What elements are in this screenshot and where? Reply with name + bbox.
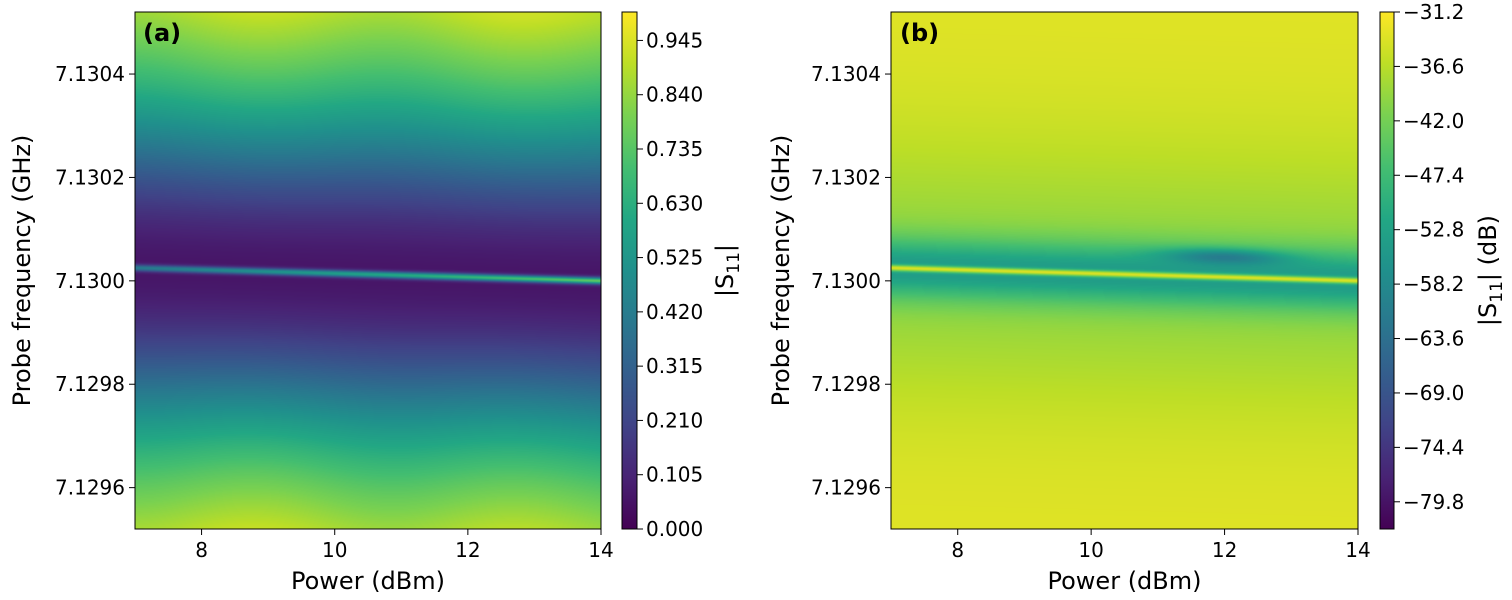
colorbar-tick-label-a-4: 0.420	[646, 300, 703, 324]
colorbar-b	[1379, 11, 1395, 530]
colorbar-tick-label-a-9: 0.945	[646, 28, 703, 52]
colorbar-tick-label-a-1: 0.105	[646, 463, 703, 487]
y-axis-label-b: Probe frequency (GHz)	[767, 135, 795, 407]
colorbar-label-main-a: |S	[711, 274, 739, 297]
y-tick-label-a-1: 7.1298	[55, 372, 125, 396]
x-tick-label-b-2: 12	[1212, 538, 1237, 562]
colorbar-tick-label-a-7: 0.735	[646, 137, 703, 161]
colorbar-tick-label-b-6: −63.6	[1403, 327, 1464, 351]
y-tick-label-b-2: 7.1300	[811, 269, 881, 293]
x-tick-label-b-1: 10	[1078, 538, 1103, 562]
colorbar-tick-label-a-2: 0.210	[646, 408, 703, 432]
x-axis-label-b: Power (dBm)	[1048, 567, 1202, 595]
heatmap-a	[135, 12, 601, 529]
colorbar-tick-label-a-3: 0.315	[646, 354, 703, 378]
colorbar-tick-label-a-0: 0.000	[646, 517, 703, 541]
colorbar-tick-label-b-0: −31.2	[1403, 0, 1464, 24]
x-tick-label-a-2: 12	[455, 538, 480, 562]
panel-a: 8 10 12 14 7.1296 7.1298 7.1300 7.1302 7.1304 Pow…	[8, 11, 744, 595]
x-tick-label-a-0: 8	[195, 538, 208, 562]
x-tick-label-b-3: 14	[1345, 538, 1370, 562]
x-axis-label-a: Power (dBm)	[291, 567, 445, 595]
colorbar-label-a: |S11|	[711, 244, 744, 297]
colorbar-label-sub-b: 11	[1487, 281, 1507, 303]
plot-frame-a	[134, 11, 602, 530]
x-tick-label-b-0: 8	[951, 538, 964, 562]
plot-frame-b	[890, 11, 1359, 530]
colorbar-label-tail-a: |	[711, 244, 739, 252]
colorbar-tick-label-a-5: 0.525	[646, 246, 703, 270]
panel-b: 8 10 12 14 7.1296 7.1298 7.1300 7.1302 7.1304 Pow…	[767, 0, 1507, 595]
x-tick-label-a-3: 14	[588, 538, 613, 562]
y-tick-label-a-3: 7.1302	[55, 165, 125, 189]
colorbar-tick-label-b-3: −47.4	[1403, 163, 1464, 187]
colorbar-label-tail-b: | (dB)	[1474, 215, 1502, 281]
y-tick-label-b-3: 7.1302	[811, 165, 881, 189]
colorbar-tick-label-b-4: −52.8	[1403, 218, 1464, 242]
colorbar-tick-label-b-1: −36.6	[1403, 54, 1464, 78]
colorbar-tick-label-a-8: 0.840	[646, 83, 703, 107]
y-tick-label-a-4: 7.1304	[55, 62, 125, 86]
y-tick-label-b-4: 7.1304	[811, 62, 881, 86]
colorbar-tick-label-b-5: −58.2	[1403, 272, 1464, 296]
y-tick-label-a-2: 7.1300	[55, 269, 125, 293]
panel-label-a: (a)	[143, 19, 181, 47]
x-tick-label-a-1: 10	[322, 538, 347, 562]
y-tick-label-b-0: 7.1296	[811, 476, 881, 500]
colorbar-tick-label-b-8: −74.4	[1403, 435, 1464, 459]
colorbar-label-sub-a: 11	[724, 252, 744, 274]
colorbar-label-main-b: |S	[1474, 303, 1502, 326]
colorbar-tick-label-b-2: −42.0	[1403, 109, 1464, 133]
y-tick-label-b-1: 7.1298	[811, 372, 881, 396]
y-tick-label-a-0: 7.1296	[55, 476, 125, 500]
colorbar-a	[621, 11, 638, 530]
colorbar-tick-label-b-7: −69.0	[1403, 381, 1464, 405]
colorbar-tick-label-b-9: −79.8	[1403, 490, 1464, 514]
heatmap-b	[891, 12, 1358, 529]
colorbar-label-b: |S11| (dB)	[1474, 215, 1507, 326]
y-axis-label-a: Probe frequency (GHz)	[8, 135, 36, 407]
colorbar-tick-label-a-6: 0.630	[646, 191, 703, 215]
panel-label-b: (b)	[900, 19, 939, 47]
